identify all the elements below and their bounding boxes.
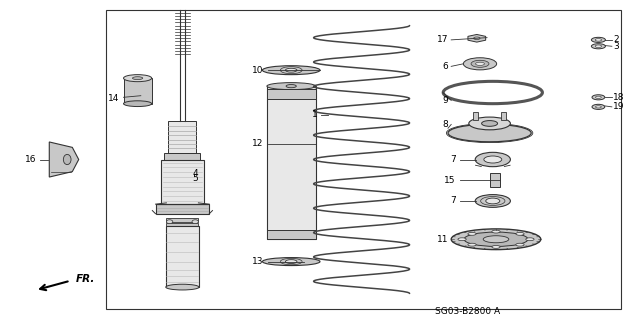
Ellipse shape: [458, 238, 466, 241]
Bar: [166, 226, 199, 287]
Text: 7: 7: [450, 155, 456, 164]
Bar: [156, 204, 209, 214]
Ellipse shape: [486, 198, 500, 204]
Ellipse shape: [482, 121, 498, 126]
Text: 7: 7: [450, 197, 456, 205]
Ellipse shape: [595, 45, 602, 48]
Ellipse shape: [483, 236, 509, 243]
Text: 3: 3: [613, 42, 619, 51]
Text: 5: 5: [193, 174, 198, 183]
Text: 9: 9: [442, 96, 448, 105]
Bar: [168, 121, 196, 153]
Ellipse shape: [463, 58, 497, 70]
Ellipse shape: [124, 75, 152, 82]
Bar: [267, 86, 316, 239]
Bar: [166, 223, 198, 227]
Ellipse shape: [516, 233, 524, 235]
Ellipse shape: [591, 37, 605, 42]
Ellipse shape: [166, 220, 173, 224]
Ellipse shape: [166, 284, 199, 290]
Ellipse shape: [592, 104, 605, 109]
Ellipse shape: [596, 106, 602, 108]
Text: 14: 14: [108, 94, 120, 103]
Polygon shape: [49, 142, 79, 177]
Ellipse shape: [468, 117, 511, 130]
Ellipse shape: [286, 85, 296, 88]
Ellipse shape: [267, 83, 316, 90]
Ellipse shape: [475, 195, 511, 207]
Ellipse shape: [592, 95, 605, 100]
Text: 15: 15: [444, 176, 456, 185]
Ellipse shape: [596, 96, 602, 99]
Bar: [164, 153, 200, 160]
Text: 10: 10: [252, 66, 264, 75]
Ellipse shape: [492, 246, 500, 248]
Ellipse shape: [468, 233, 476, 235]
Bar: [166, 218, 198, 222]
Bar: [490, 173, 500, 187]
Text: 18: 18: [613, 93, 625, 102]
Bar: [267, 230, 316, 239]
Ellipse shape: [471, 60, 489, 67]
Ellipse shape: [474, 37, 480, 40]
Text: 16: 16: [25, 155, 36, 164]
Text: 8: 8: [442, 120, 448, 129]
Ellipse shape: [448, 124, 531, 142]
Polygon shape: [468, 34, 486, 42]
Bar: [106, 10, 621, 309]
Bar: [124, 78, 152, 104]
Ellipse shape: [591, 44, 605, 49]
Ellipse shape: [595, 39, 602, 41]
Ellipse shape: [262, 66, 320, 75]
Text: 17: 17: [436, 35, 448, 44]
Text: 4: 4: [193, 169, 198, 178]
Ellipse shape: [492, 230, 500, 233]
Text: 2: 2: [613, 35, 619, 44]
Text: 11: 11: [436, 235, 448, 244]
Ellipse shape: [526, 238, 534, 241]
Ellipse shape: [132, 77, 143, 80]
Text: 1: 1: [312, 110, 317, 119]
Bar: [267, 89, 316, 99]
Ellipse shape: [262, 258, 320, 265]
Ellipse shape: [124, 101, 152, 107]
Ellipse shape: [464, 232, 528, 246]
Ellipse shape: [451, 229, 541, 249]
Ellipse shape: [285, 260, 297, 263]
Ellipse shape: [192, 220, 198, 224]
Ellipse shape: [475, 152, 511, 167]
Ellipse shape: [476, 62, 484, 65]
Text: FR.: FR.: [76, 274, 95, 284]
Text: 6: 6: [442, 62, 448, 71]
Text: SG03-B2800 A: SG03-B2800 A: [435, 307, 500, 315]
Ellipse shape: [468, 243, 476, 246]
Ellipse shape: [285, 68, 297, 72]
Text: 13: 13: [252, 257, 264, 266]
Text: 12: 12: [252, 139, 264, 148]
Ellipse shape: [484, 156, 502, 163]
Bar: [501, 112, 506, 120]
Text: 19: 19: [613, 102, 625, 111]
Bar: [473, 112, 478, 120]
Ellipse shape: [516, 243, 524, 246]
Ellipse shape: [63, 154, 71, 165]
Bar: [161, 160, 204, 204]
